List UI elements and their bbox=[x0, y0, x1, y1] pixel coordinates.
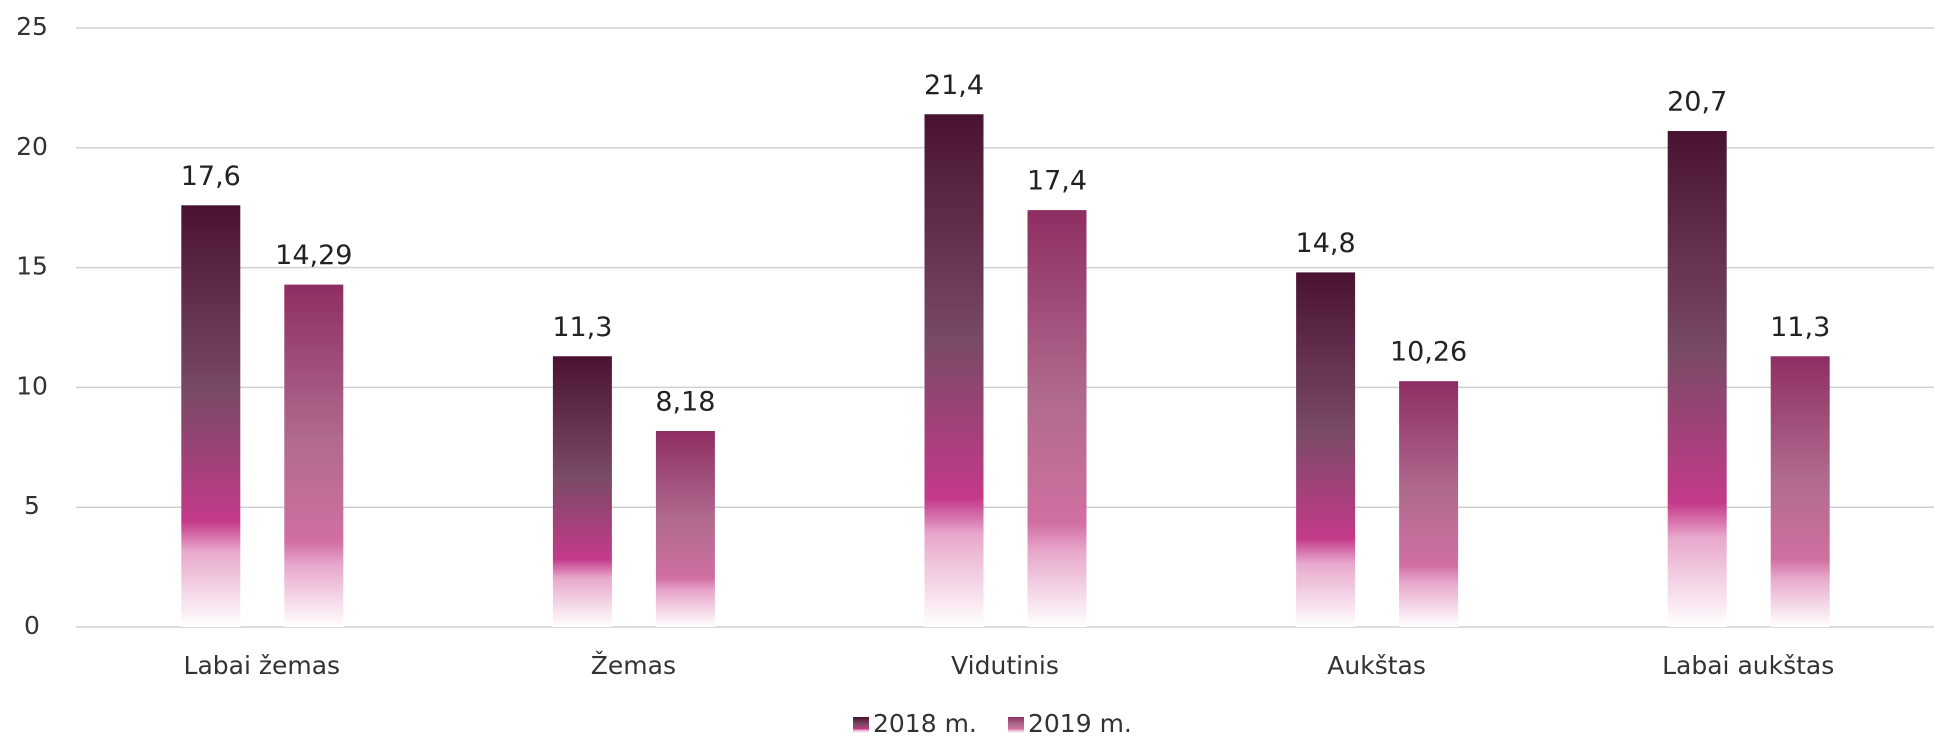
y-tick-label: 25 bbox=[16, 12, 48, 41]
bar bbox=[181, 205, 241, 627]
x-tick-label: Vidutinis bbox=[951, 651, 1059, 680]
x-tick-label: Labai žemas bbox=[184, 651, 341, 680]
y-tick-label: 0 bbox=[24, 611, 40, 640]
legend-label: 2018 m. bbox=[873, 709, 977, 738]
bar bbox=[924, 114, 984, 628]
x-tick-label: Labai aukštas bbox=[1662, 651, 1834, 680]
value-label: 10,26 bbox=[1390, 337, 1467, 368]
value-label: 20,7 bbox=[1667, 87, 1727, 118]
value-label: 21,4 bbox=[924, 70, 984, 101]
bar bbox=[1770, 356, 1830, 627]
value-label: 14,8 bbox=[1296, 228, 1356, 259]
bar bbox=[1027, 210, 1087, 627]
bar bbox=[552, 356, 612, 627]
y-tick-label: 15 bbox=[16, 252, 48, 281]
legend-swatch bbox=[1008, 717, 1024, 733]
legend-swatch bbox=[853, 717, 869, 733]
legend-label: 2019 m. bbox=[1028, 709, 1132, 738]
value-label: 17,6 bbox=[181, 161, 241, 192]
y-tick-label: 5 bbox=[24, 491, 40, 520]
value-label: 8,18 bbox=[655, 387, 715, 418]
value-label: 11,3 bbox=[552, 312, 612, 343]
bar bbox=[1399, 381, 1459, 627]
value-label: 17,4 bbox=[1027, 166, 1087, 197]
x-tick-label: Žemas bbox=[591, 651, 676, 680]
y-tick-label: 10 bbox=[16, 371, 48, 400]
bar bbox=[1667, 131, 1727, 627]
value-label: 11,3 bbox=[1770, 312, 1830, 343]
bar bbox=[655, 431, 715, 627]
bar bbox=[284, 284, 344, 627]
bar bbox=[1296, 272, 1356, 627]
x-tick-label: Aukštas bbox=[1327, 651, 1426, 680]
y-tick-label: 20 bbox=[16, 132, 48, 161]
value-label: 14,29 bbox=[275, 240, 352, 271]
